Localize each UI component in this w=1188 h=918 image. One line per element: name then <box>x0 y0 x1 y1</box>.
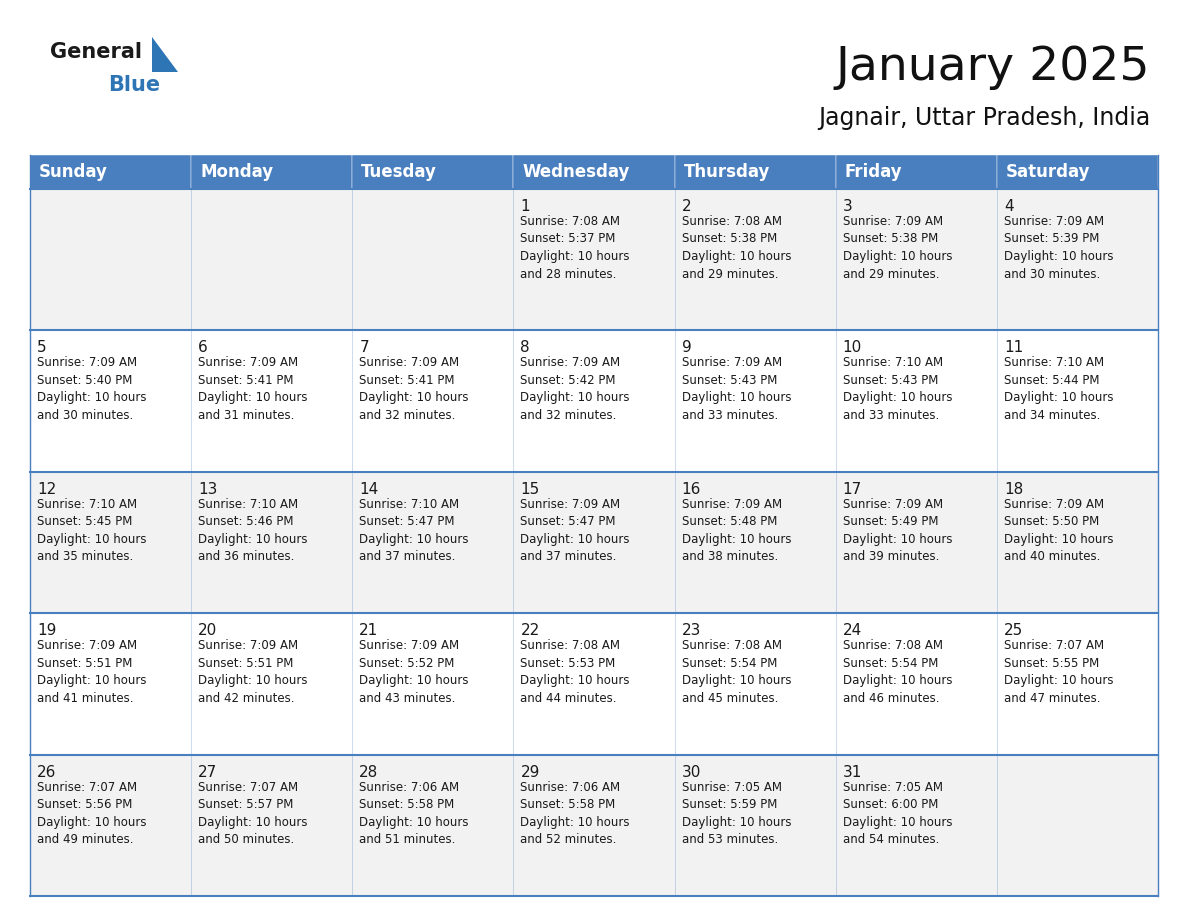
Text: Sunrise: 7:09 AM
Sunset: 5:42 PM
Daylight: 10 hours
and 32 minutes.: Sunrise: 7:09 AM Sunset: 5:42 PM Dayligh… <box>520 356 630 422</box>
Text: 29: 29 <box>520 765 539 779</box>
Text: Sunrise: 7:06 AM
Sunset: 5:58 PM
Daylight: 10 hours
and 51 minutes.: Sunrise: 7:06 AM Sunset: 5:58 PM Dayligh… <box>359 780 469 846</box>
Text: Wednesday: Wednesday <box>523 163 630 181</box>
Text: Sunrise: 7:09 AM
Sunset: 5:52 PM
Daylight: 10 hours
and 43 minutes.: Sunrise: 7:09 AM Sunset: 5:52 PM Dayligh… <box>359 639 469 705</box>
Text: 24: 24 <box>842 623 862 638</box>
Text: Sunrise: 7:08 AM
Sunset: 5:54 PM
Daylight: 10 hours
and 45 minutes.: Sunrise: 7:08 AM Sunset: 5:54 PM Dayligh… <box>682 639 791 705</box>
Text: Sunrise: 7:08 AM
Sunset: 5:53 PM
Daylight: 10 hours
and 44 minutes.: Sunrise: 7:08 AM Sunset: 5:53 PM Dayligh… <box>520 639 630 705</box>
Text: Sunrise: 7:09 AM
Sunset: 5:43 PM
Daylight: 10 hours
and 33 minutes.: Sunrise: 7:09 AM Sunset: 5:43 PM Dayligh… <box>682 356 791 422</box>
Text: 18: 18 <box>1004 482 1023 497</box>
Bar <box>353 155 513 189</box>
Bar <box>675 155 835 189</box>
Bar <box>30 189 1158 330</box>
Text: Sunrise: 7:09 AM
Sunset: 5:40 PM
Daylight: 10 hours
and 30 minutes.: Sunrise: 7:09 AM Sunset: 5:40 PM Dayligh… <box>37 356 146 422</box>
Text: Sunrise: 7:09 AM
Sunset: 5:50 PM
Daylight: 10 hours
and 40 minutes.: Sunrise: 7:09 AM Sunset: 5:50 PM Dayligh… <box>1004 498 1113 564</box>
Bar <box>513 155 675 189</box>
Text: 5: 5 <box>37 341 46 355</box>
Text: Sunrise: 7:06 AM
Sunset: 5:58 PM
Daylight: 10 hours
and 52 minutes.: Sunrise: 7:06 AM Sunset: 5:58 PM Dayligh… <box>520 780 630 846</box>
Text: Sunrise: 7:09 AM
Sunset: 5:48 PM
Daylight: 10 hours
and 38 minutes.: Sunrise: 7:09 AM Sunset: 5:48 PM Dayligh… <box>682 498 791 564</box>
Text: Jagnair, Uttar Pradesh, India: Jagnair, Uttar Pradesh, India <box>817 106 1150 130</box>
Bar <box>30 155 191 189</box>
Text: 23: 23 <box>682 623 701 638</box>
Text: 11: 11 <box>1004 341 1023 355</box>
Bar <box>30 613 1158 755</box>
Text: 27: 27 <box>198 765 217 779</box>
Text: Sunday: Sunday <box>39 163 108 181</box>
Text: 7: 7 <box>359 341 369 355</box>
Text: 31: 31 <box>842 765 862 779</box>
Text: 17: 17 <box>842 482 862 497</box>
Text: Sunrise: 7:07 AM
Sunset: 5:56 PM
Daylight: 10 hours
and 49 minutes.: Sunrise: 7:07 AM Sunset: 5:56 PM Dayligh… <box>37 780 146 846</box>
Text: 22: 22 <box>520 623 539 638</box>
Text: Friday: Friday <box>845 163 903 181</box>
Text: 30: 30 <box>682 765 701 779</box>
Text: Sunrise: 7:08 AM
Sunset: 5:54 PM
Daylight: 10 hours
and 46 minutes.: Sunrise: 7:08 AM Sunset: 5:54 PM Dayligh… <box>842 639 953 705</box>
Bar <box>30 472 1158 613</box>
Text: 13: 13 <box>198 482 217 497</box>
Text: Sunrise: 7:10 AM
Sunset: 5:43 PM
Daylight: 10 hours
and 33 minutes.: Sunrise: 7:10 AM Sunset: 5:43 PM Dayligh… <box>842 356 953 422</box>
Bar <box>191 155 353 189</box>
Text: Sunrise: 7:10 AM
Sunset: 5:47 PM
Daylight: 10 hours
and 37 minutes.: Sunrise: 7:10 AM Sunset: 5:47 PM Dayligh… <box>359 498 469 564</box>
Bar <box>997 155 1158 189</box>
Text: Saturday: Saturday <box>1006 163 1091 181</box>
Text: 2: 2 <box>682 199 691 214</box>
Text: Thursday: Thursday <box>683 163 770 181</box>
Text: 6: 6 <box>198 341 208 355</box>
Text: Sunrise: 7:08 AM
Sunset: 5:38 PM
Daylight: 10 hours
and 29 minutes.: Sunrise: 7:08 AM Sunset: 5:38 PM Dayligh… <box>682 215 791 281</box>
Text: Sunrise: 7:05 AM
Sunset: 5:59 PM
Daylight: 10 hours
and 53 minutes.: Sunrise: 7:05 AM Sunset: 5:59 PM Dayligh… <box>682 780 791 846</box>
Text: Sunrise: 7:09 AM
Sunset: 5:51 PM
Daylight: 10 hours
and 41 minutes.: Sunrise: 7:09 AM Sunset: 5:51 PM Dayligh… <box>37 639 146 705</box>
Text: 20: 20 <box>198 623 217 638</box>
Text: 19: 19 <box>37 623 56 638</box>
Bar <box>835 155 997 189</box>
Text: Sunrise: 7:09 AM
Sunset: 5:51 PM
Daylight: 10 hours
and 42 minutes.: Sunrise: 7:09 AM Sunset: 5:51 PM Dayligh… <box>198 639 308 705</box>
Text: 16: 16 <box>682 482 701 497</box>
Text: 28: 28 <box>359 765 379 779</box>
Text: Sunrise: 7:10 AM
Sunset: 5:45 PM
Daylight: 10 hours
and 35 minutes.: Sunrise: 7:10 AM Sunset: 5:45 PM Dayligh… <box>37 498 146 564</box>
Text: 1: 1 <box>520 199 530 214</box>
Text: Sunrise: 7:07 AM
Sunset: 5:57 PM
Daylight: 10 hours
and 50 minutes.: Sunrise: 7:07 AM Sunset: 5:57 PM Dayligh… <box>198 780 308 846</box>
Text: Sunrise: 7:10 AM
Sunset: 5:44 PM
Daylight: 10 hours
and 34 minutes.: Sunrise: 7:10 AM Sunset: 5:44 PM Dayligh… <box>1004 356 1113 422</box>
Text: Sunrise: 7:09 AM
Sunset: 5:41 PM
Daylight: 10 hours
and 31 minutes.: Sunrise: 7:09 AM Sunset: 5:41 PM Dayligh… <box>198 356 308 422</box>
Text: Sunrise: 7:09 AM
Sunset: 5:41 PM
Daylight: 10 hours
and 32 minutes.: Sunrise: 7:09 AM Sunset: 5:41 PM Dayligh… <box>359 356 469 422</box>
Text: Sunrise: 7:05 AM
Sunset: 6:00 PM
Daylight: 10 hours
and 54 minutes.: Sunrise: 7:05 AM Sunset: 6:00 PM Dayligh… <box>842 780 953 846</box>
Text: Monday: Monday <box>200 163 273 181</box>
Text: 12: 12 <box>37 482 56 497</box>
Text: 8: 8 <box>520 341 530 355</box>
Text: Tuesday: Tuesday <box>361 163 437 181</box>
Text: 3: 3 <box>842 199 853 214</box>
Text: Sunrise: 7:07 AM
Sunset: 5:55 PM
Daylight: 10 hours
and 47 minutes.: Sunrise: 7:07 AM Sunset: 5:55 PM Dayligh… <box>1004 639 1113 705</box>
Text: Sunrise: 7:09 AM
Sunset: 5:47 PM
Daylight: 10 hours
and 37 minutes.: Sunrise: 7:09 AM Sunset: 5:47 PM Dayligh… <box>520 498 630 564</box>
Text: 10: 10 <box>842 341 862 355</box>
Text: 15: 15 <box>520 482 539 497</box>
Text: 21: 21 <box>359 623 379 638</box>
Polygon shape <box>152 37 178 72</box>
Text: Sunrise: 7:09 AM
Sunset: 5:39 PM
Daylight: 10 hours
and 30 minutes.: Sunrise: 7:09 AM Sunset: 5:39 PM Dayligh… <box>1004 215 1113 281</box>
Text: 9: 9 <box>682 341 691 355</box>
Bar <box>30 330 1158 472</box>
Text: 26: 26 <box>37 765 56 779</box>
Text: Blue: Blue <box>108 75 160 95</box>
Text: 25: 25 <box>1004 623 1023 638</box>
Text: Sunrise: 7:10 AM
Sunset: 5:46 PM
Daylight: 10 hours
and 36 minutes.: Sunrise: 7:10 AM Sunset: 5:46 PM Dayligh… <box>198 498 308 564</box>
Text: 4: 4 <box>1004 199 1013 214</box>
Text: Sunrise: 7:09 AM
Sunset: 5:38 PM
Daylight: 10 hours
and 29 minutes.: Sunrise: 7:09 AM Sunset: 5:38 PM Dayligh… <box>842 215 953 281</box>
Text: January 2025: January 2025 <box>835 46 1150 91</box>
Text: Sunrise: 7:08 AM
Sunset: 5:37 PM
Daylight: 10 hours
and 28 minutes.: Sunrise: 7:08 AM Sunset: 5:37 PM Dayligh… <box>520 215 630 281</box>
Text: Sunrise: 7:09 AM
Sunset: 5:49 PM
Daylight: 10 hours
and 39 minutes.: Sunrise: 7:09 AM Sunset: 5:49 PM Dayligh… <box>842 498 953 564</box>
Text: General: General <box>50 42 143 62</box>
Bar <box>30 755 1158 896</box>
Text: 14: 14 <box>359 482 379 497</box>
